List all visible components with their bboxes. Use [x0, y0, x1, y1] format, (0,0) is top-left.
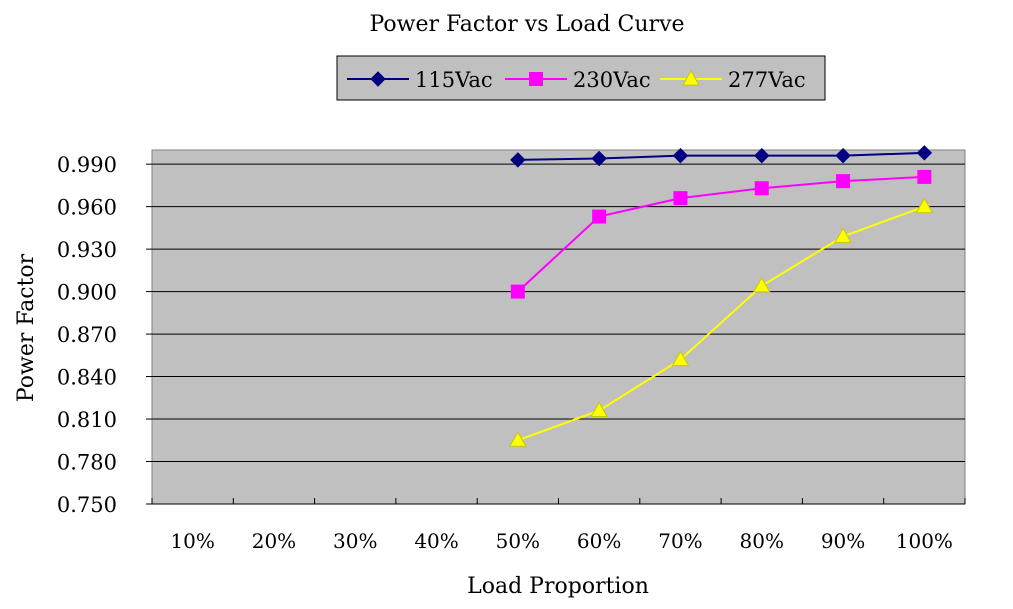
y-axis-label: Power Factor: [14, 253, 39, 402]
data-point: [915, 197, 934, 214]
y-axis-ticks: 0.750 0.780 0.810 0.840 0.870 0.900 0.930 0.960…: [57, 153, 152, 517]
x-tick-label: 60%: [577, 529, 621, 553]
y-tick-label: 0.870: [57, 323, 117, 347]
data-point: [510, 152, 526, 168]
x-tick-label: 80%: [740, 529, 784, 553]
data-point: [508, 431, 527, 447]
data-point: [754, 147, 770, 164]
data-point: [916, 145, 933, 161]
x-axis-label: Load Proportion: [467, 574, 649, 599]
data-point: [836, 174, 851, 189]
x-tick-label: 10%: [170, 529, 214, 553]
x-tick-label: 50%: [496, 529, 540, 553]
data-point: [671, 350, 690, 367]
chart-title: Power Factor vs Load Curve: [369, 12, 684, 37]
legend-item-115vac: 115Vac: [347, 68, 493, 92]
plot-area: [151, 149, 966, 505]
x-tick-label: 90%: [821, 529, 865, 553]
y-tick-label: 0.930: [57, 238, 117, 262]
legend-label: 115Vac: [415, 68, 493, 92]
x-tick-label: 20%: [252, 529, 296, 553]
y-tick-label: 0.750: [57, 493, 117, 517]
legend: 115Vac 230Vac 277Vac: [336, 55, 826, 101]
data-point: [590, 401, 609, 418]
legend-item-277vac: 277Vac: [660, 68, 806, 92]
legend-label: 277Vac: [728, 68, 806, 92]
legend-label: 230Vac: [573, 68, 651, 92]
data-point: [592, 209, 607, 224]
data-point: [510, 284, 525, 299]
y-tick-label: 0.780: [57, 451, 117, 475]
data-point: [835, 147, 851, 164]
x-tick-label: 30%: [333, 529, 377, 553]
data-point: [834, 227, 852, 243]
x-tick-label: 70%: [658, 529, 702, 553]
y-tick-label: 0.900: [57, 281, 117, 305]
y-tick-label: 0.840: [57, 366, 117, 390]
y-tick-label: 0.990: [57, 153, 117, 177]
y-tick-label: 0.960: [57, 196, 117, 220]
x-tick-label: 40%: [414, 529, 458, 553]
data-point: [917, 169, 932, 184]
series-line: [517, 205, 925, 442]
legend-item-230vac: 230Vac: [505, 68, 651, 92]
series-layer: [508, 145, 934, 447]
gridlines: [152, 163, 965, 463]
legend-box: [336, 55, 826, 101]
data-point: [673, 191, 688, 206]
legend-marker: [370, 71, 386, 87]
series-line: [517, 151, 925, 161]
series-line: [517, 175, 925, 293]
data-point: [591, 150, 607, 167]
series-277vac: [508, 197, 934, 447]
data-point: [672, 147, 689, 164]
series-230vac: [510, 169, 932, 299]
series-115vac: [510, 145, 933, 168]
y-tick-label: 0.810: [57, 408, 117, 432]
data-point: [752, 276, 771, 293]
data-point: [754, 181, 769, 196]
x-tick-label: 100%: [896, 529, 953, 553]
legend-marker: [529, 72, 543, 86]
x-axis-ticks: 10% 20% 30% 40% 50% 60% 70% 80% 90% 100%: [151, 498, 966, 553]
legend-marker: [682, 69, 700, 86]
